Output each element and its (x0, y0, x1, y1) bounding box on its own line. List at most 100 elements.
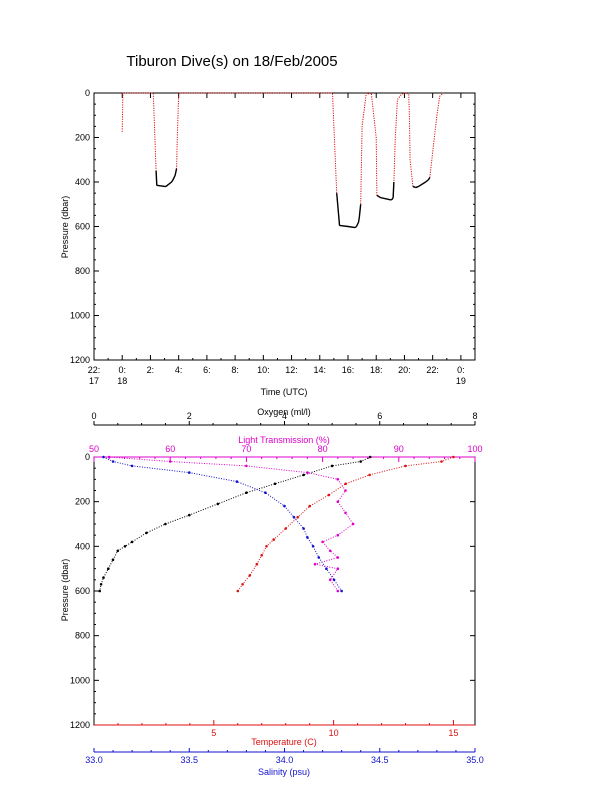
light-transmission-point (245, 464, 248, 468)
salinity-axis-label: Salinity (psu) (258, 767, 310, 777)
plot1-x-tick-label: 2: (147, 365, 155, 375)
plot2-y-tick-label: 600 (75, 586, 90, 596)
salinity-tick-label: 34.0 (276, 755, 294, 765)
light-transmission-point (336, 500, 340, 504)
dive-bottom-segment (412, 185, 416, 189)
light-transmission-point (328, 578, 332, 582)
temperature-point (265, 545, 268, 548)
dive-bottom-segment (418, 181, 426, 188)
salinity-axis: 33.0 33.5 34.0 34.5 35.0 (85, 748, 484, 765)
plot1-y-tick-label: 1200 (70, 355, 90, 365)
oxygen-tick-label: 8 (472, 411, 477, 421)
plot1-y-label: Pressure (dbar) (60, 196, 70, 259)
temperature-point (344, 482, 347, 486)
transmission-tick-label: 70 (241, 444, 251, 454)
transmission-tick-label: 50 (89, 444, 99, 454)
dive-bottom-segment (376, 194, 381, 199)
oxygen-profile (99, 456, 371, 592)
temperature-axis-label: Temperature (C) (251, 737, 317, 747)
figure-title: Tiburon Dive(s) on 18/Feb/2005 (126, 53, 337, 70)
salinity-profile (103, 456, 343, 592)
oxygen-point (359, 460, 363, 463)
temperature-point (440, 460, 443, 463)
dive-bottom-segment (380, 196, 391, 201)
temperature-tick-label: 15 (448, 728, 458, 738)
plot1-y-axis: 0 200 400 600 800 1000 1200 (70, 88, 475, 365)
dive-bottom-segment (355, 221, 360, 227)
dive-depth-trace (121, 92, 444, 229)
salinity-point (292, 516, 296, 519)
light-transmission-point (336, 533, 340, 537)
plot1-x-axis: 22:170:182: 4: 6: 8: 10: 12: 14: 16: 18: 20: 22: 0:… (88, 93, 466, 386)
light-transmission-point (344, 489, 347, 492)
oxygen-point (116, 549, 120, 553)
plot1-x-tick-label: 14: (314, 365, 327, 375)
dive-bottom-segment (165, 183, 170, 187)
salinity-point (235, 480, 239, 483)
salinity-tick-label: 35.0 (466, 755, 484, 765)
temperature-point (236, 589, 240, 593)
light-transmission-point (328, 549, 332, 553)
dive-bottom-segment (174, 168, 178, 176)
plot1-x-tick-label: 0: (118, 365, 126, 375)
salinity-point (317, 556, 321, 559)
light-transmission-point (306, 471, 309, 474)
transmission-axis-label: Light Transmission (%) (238, 435, 330, 445)
plot1-x-tick-label: 4: (175, 365, 183, 375)
dive-bottom-segment (155, 170, 158, 186)
temperature-point (272, 538, 276, 541)
plot1-y-tick-label: 800 (75, 266, 90, 276)
temperature-point (260, 554, 264, 557)
oxygen-point (245, 491, 248, 495)
transmission-tick-label: 90 (394, 444, 404, 454)
plot1-y-tick-label: 200 (75, 133, 90, 143)
transmission-tick-label: 80 (318, 444, 328, 454)
oxygen-point (99, 583, 103, 586)
salinity-point (188, 471, 191, 474)
plot1-y-tick-label: 400 (75, 177, 90, 187)
dive-bottom-segment (172, 175, 176, 181)
plot1-x-tick-label: 8: (231, 365, 239, 375)
dive-bottom-segment (347, 225, 356, 229)
temperature-profile (237, 456, 454, 592)
oxygen-point (102, 576, 105, 579)
oxygen-point (130, 540, 134, 544)
dive-bottom-segment (171, 179, 174, 183)
salinity-point (302, 527, 305, 530)
temperature-point (296, 516, 300, 519)
plot1-y-tick-label: 600 (75, 222, 90, 232)
oxygen-tick-label: 6 (377, 411, 382, 421)
oxygen-tick-label: 4 (282, 411, 287, 421)
plot1-x-tick-label: 10: (257, 365, 270, 375)
plot2-frame (93, 456, 476, 726)
plot2-y-tick-label: 200 (75, 497, 90, 507)
temperature-point (241, 583, 244, 586)
dive-bottom-segment (425, 179, 429, 183)
temperature-point (368, 473, 371, 477)
temperature-tick-label: 10 (329, 728, 339, 738)
plot1-y-tick-label: 1000 (70, 311, 90, 321)
oxygen-point (330, 464, 334, 468)
plot1-frame (93, 92, 476, 361)
salinity-point (102, 455, 105, 459)
plot2-y-tick-label: 1200 (70, 720, 90, 730)
oxygen-point (273, 482, 277, 486)
light-transmission-point (168, 460, 172, 463)
plot1-x-tick-day: 19 (456, 376, 466, 386)
light-transmission-point (107, 455, 111, 459)
dive-bottom-segment (357, 217, 360, 223)
salinity-point (111, 460, 115, 463)
salinity-point (264, 491, 267, 495)
oxygen-point (302, 473, 305, 477)
light-transmission-point (321, 540, 324, 544)
plot1-x-tick-label: 18: (370, 365, 383, 375)
salinity-tick-label: 34.5 (371, 755, 389, 765)
dive-bottom-segment (156, 184, 165, 188)
plot1-series (121, 92, 444, 229)
profile-plot: 0 200 400 600 800 1000 1200 0 2 4 6 8 50 60 70 80 90 10… (60, 407, 484, 777)
temperature-point (404, 464, 407, 468)
plot2-y-tick-label: 1000 (70, 675, 90, 685)
dive-bottom-segment (354, 225, 357, 229)
dive-bottom-segment (392, 181, 395, 198)
